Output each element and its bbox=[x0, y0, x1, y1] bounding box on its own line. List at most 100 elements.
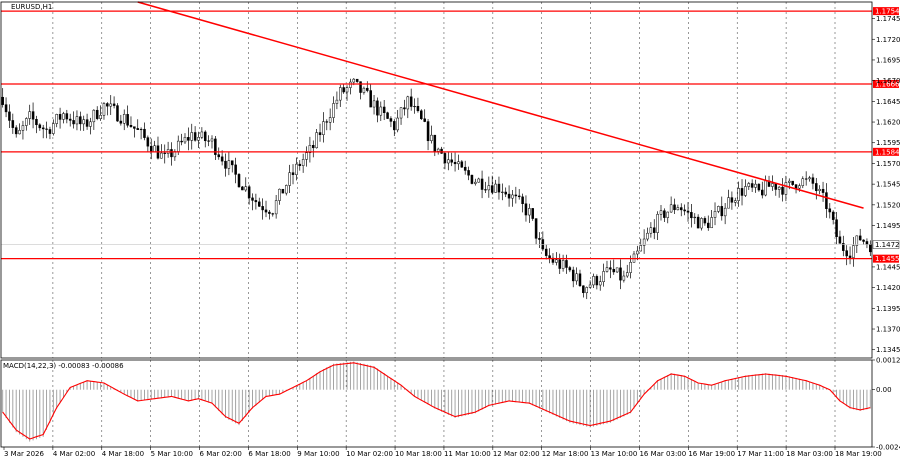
candle-body bbox=[804, 178, 808, 180]
x-tick-label: 4 Mar 02:00 bbox=[53, 450, 95, 458]
candle-body bbox=[433, 134, 437, 152]
candle-body bbox=[511, 194, 514, 199]
candle-body bbox=[264, 209, 268, 213]
candle-body bbox=[339, 87, 342, 101]
candle-body bbox=[460, 161, 464, 168]
candle-body bbox=[214, 138, 217, 155]
candle-body bbox=[649, 227, 653, 234]
candle-body bbox=[372, 100, 376, 108]
candle-body bbox=[558, 259, 561, 269]
candle-body bbox=[568, 267, 572, 271]
candle-body bbox=[234, 164, 237, 175]
x-tick-label: 18 Mar 19:00 bbox=[835, 450, 882, 458]
candle-body bbox=[376, 100, 379, 116]
candle-body bbox=[693, 216, 697, 219]
candle-body bbox=[639, 245, 643, 252]
y-tick-label: 1.1345 bbox=[876, 346, 900, 354]
candle-body bbox=[335, 99, 339, 104]
candle-body bbox=[116, 105, 119, 122]
candle-body bbox=[187, 137, 190, 141]
macd-pane-frame bbox=[0, 359, 873, 448]
candle-body bbox=[561, 260, 565, 269]
candle-body bbox=[129, 125, 133, 127]
candle-body bbox=[197, 137, 200, 141]
candle-body bbox=[703, 218, 707, 224]
x-tick-label: 10 Mar 18:00 bbox=[395, 450, 442, 458]
candle-body bbox=[470, 174, 474, 184]
x-tick-label: 16 Mar 19:00 bbox=[688, 450, 735, 458]
candle-body bbox=[734, 200, 737, 203]
candle-body bbox=[521, 196, 524, 204]
level-price-label: 1.1584 bbox=[875, 148, 900, 156]
candle-body bbox=[227, 160, 231, 169]
candle-body bbox=[45, 128, 48, 130]
candle-body bbox=[517, 195, 521, 198]
candle-body bbox=[484, 189, 487, 191]
candle-body bbox=[14, 127, 18, 135]
trendline-group bbox=[137, 1, 864, 209]
candle-body bbox=[686, 210, 690, 213]
candle-body bbox=[271, 213, 275, 215]
candle-body bbox=[122, 114, 126, 124]
macd-y-tick-label: 0.00 bbox=[876, 386, 892, 394]
candle-body bbox=[52, 123, 55, 134]
candle-body bbox=[254, 200, 258, 203]
candle-body bbox=[700, 218, 703, 229]
candle-body bbox=[35, 118, 38, 126]
candle-body bbox=[403, 107, 406, 110]
candle-body bbox=[393, 121, 396, 131]
y-tick-label: 1.1570 bbox=[876, 160, 900, 168]
candle-body bbox=[301, 159, 305, 166]
x-tick-label: 9 Mar 10:00 bbox=[297, 450, 339, 458]
candle-body bbox=[858, 235, 862, 241]
candle-body bbox=[4, 104, 8, 113]
candle-body bbox=[528, 208, 531, 216]
candle-body bbox=[582, 285, 585, 294]
candle-body bbox=[406, 96, 410, 110]
candle-body bbox=[193, 132, 197, 141]
candle-body bbox=[200, 131, 204, 138]
horizontal-levels: 1.1754 1.1666 1.1584 1.1455 1.1472 bbox=[1, 7, 900, 263]
x-tick-label: 13 Mar 10:00 bbox=[591, 450, 638, 458]
candle-body bbox=[453, 161, 457, 165]
y-tick-label: 1.1420 bbox=[876, 284, 900, 292]
candle-body bbox=[609, 267, 612, 270]
candle-body bbox=[565, 260, 568, 268]
candle-body bbox=[862, 239, 865, 242]
candle-body bbox=[531, 208, 534, 219]
candle-body bbox=[224, 160, 227, 169]
candle-body bbox=[102, 103, 106, 116]
candle-body bbox=[602, 271, 605, 283]
candle-body bbox=[774, 183, 778, 190]
candle-body bbox=[139, 128, 143, 131]
candle-body bbox=[18, 130, 21, 135]
candle-body bbox=[494, 183, 497, 193]
macd-y-tick-label: 0.00126 bbox=[876, 357, 900, 365]
candle-body bbox=[487, 185, 491, 191]
level-price-label: 1.1455 bbox=[875, 255, 900, 263]
candle-body bbox=[281, 188, 285, 194]
candle-body bbox=[396, 117, 399, 131]
candle-body bbox=[825, 192, 828, 209]
candle-body bbox=[295, 163, 298, 175]
candle-body bbox=[207, 140, 210, 142]
y-tick-label: 1.1370 bbox=[876, 326, 900, 334]
candle-body bbox=[622, 275, 626, 281]
macd-group bbox=[2, 361, 871, 442]
candle-body bbox=[79, 116, 82, 125]
candle-body bbox=[72, 120, 75, 125]
candle-body bbox=[838, 236, 842, 244]
candle-body bbox=[399, 107, 403, 119]
candle-body bbox=[571, 269, 575, 282]
candle-body bbox=[160, 152, 163, 159]
candle-body bbox=[538, 238, 541, 240]
candle-body bbox=[92, 109, 96, 123]
candle-body bbox=[237, 174, 241, 188]
level-price-tag bbox=[873, 7, 899, 16]
candle-body bbox=[575, 273, 578, 282]
candle-body bbox=[585, 287, 588, 294]
candle-body bbox=[629, 262, 632, 273]
candle-body bbox=[153, 145, 156, 153]
candle-body bbox=[612, 268, 616, 273]
